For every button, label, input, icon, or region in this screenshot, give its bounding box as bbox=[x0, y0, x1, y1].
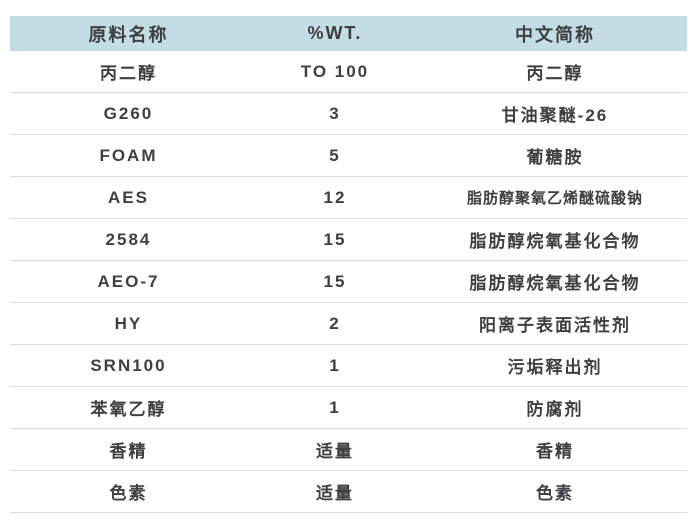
cell-raw-material-name: G260 bbox=[103, 103, 154, 123]
table-row: G260 3 甘油聚醚-26 bbox=[10, 93, 687, 135]
cell-chinese-abbreviation: 脂肪醇烷氧基化合物 bbox=[469, 232, 641, 251]
cell-wt-percent: 适量 bbox=[315, 442, 354, 461]
cell-chinese-abbreviation: 防腐剂 bbox=[526, 400, 584, 419]
cell-chinese-abbreviation: 色素 bbox=[535, 484, 574, 503]
table-row: AES 12 脂肪醇聚氧乙烯醚硫酸钠 bbox=[10, 177, 687, 219]
cell-raw-material-name: HY bbox=[114, 313, 143, 333]
cell-wt-percent: 12 bbox=[323, 187, 347, 207]
cell-wt-percent: 15 bbox=[323, 229, 347, 249]
cell-raw-material-name: FOAM bbox=[99, 145, 158, 165]
cell-raw-material-name: 丙二醇 bbox=[99, 64, 157, 83]
table-row: HY 2 阳离子表面活性剂 bbox=[10, 303, 687, 345]
cell-raw-material-name: SRN100 bbox=[90, 355, 167, 375]
cell-wt-percent: 5 bbox=[329, 145, 341, 165]
cell-wt-percent: 15 bbox=[323, 271, 347, 291]
cell-wt-percent: 1 bbox=[329, 355, 341, 375]
table-row: 2584 15 脂肪醇烷氧基化合物 bbox=[10, 219, 687, 261]
table-row: FOAM 5 葡糖胺 bbox=[10, 135, 687, 177]
column-header-chinese-abbreviation: 中文简称 bbox=[514, 24, 595, 45]
cell-chinese-abbreviation: 脂肪醇烷氧基化合物 bbox=[469, 274, 641, 293]
table-header-row: 原料名称 %WT. 中文简称 bbox=[10, 16, 687, 51]
table-row: AEO-7 15 脂肪醇烷氧基化合物 bbox=[10, 261, 687, 303]
ingredient-table: 原料名称 %WT. 中文简称 丙二醇 TO 100 丙二醇 G260 3 甘油聚… bbox=[10, 16, 687, 513]
cell-chinese-abbreviation: 污垢释出剂 bbox=[507, 358, 603, 377]
cell-chinese-abbreviation: 甘油聚醚-26 bbox=[501, 106, 609, 125]
cell-chinese-abbreviation: 葡糖胺 bbox=[526, 148, 584, 167]
cell-chinese-abbreviation: 丙二醇 bbox=[526, 64, 584, 83]
table-row: SRN100 1 污垢释出剂 bbox=[10, 345, 687, 387]
cell-wt-percent: 3 bbox=[329, 103, 341, 123]
cell-chinese-abbreviation: 脂肪醇聚氧乙烯醚硫酸钠 bbox=[466, 190, 643, 207]
table-row: 香精 适量 香精 bbox=[10, 429, 687, 471]
cell-wt-percent: 1 bbox=[329, 397, 341, 417]
cell-chinese-abbreviation: 香精 bbox=[535, 442, 574, 461]
cell-raw-material-name: 苯氧乙醇 bbox=[90, 400, 167, 419]
cell-raw-material-name: 2584 bbox=[105, 229, 152, 249]
cell-wt-percent: 适量 bbox=[315, 484, 354, 503]
cell-wt-percent: TO 100 bbox=[300, 61, 370, 81]
cell-chinese-abbreviation: 阳离子表面活性剂 bbox=[478, 316, 631, 335]
table-row: 苯氧乙醇 1 防腐剂 bbox=[10, 387, 687, 429]
table-row: 色素 适量 色素 bbox=[10, 471, 687, 513]
cell-wt-percent: 2 bbox=[329, 313, 341, 333]
cell-raw-material-name: AEO-7 bbox=[97, 271, 160, 291]
column-header-raw-material-name: 原料名称 bbox=[88, 24, 169, 45]
cell-raw-material-name: 香精 bbox=[109, 442, 148, 461]
column-header-wt-percent: %WT. bbox=[307, 23, 363, 43]
table-row: 丙二醇 TO 100 丙二醇 bbox=[10, 51, 687, 93]
cell-raw-material-name: 色素 bbox=[109, 484, 148, 503]
cell-raw-material-name: AES bbox=[107, 187, 149, 207]
